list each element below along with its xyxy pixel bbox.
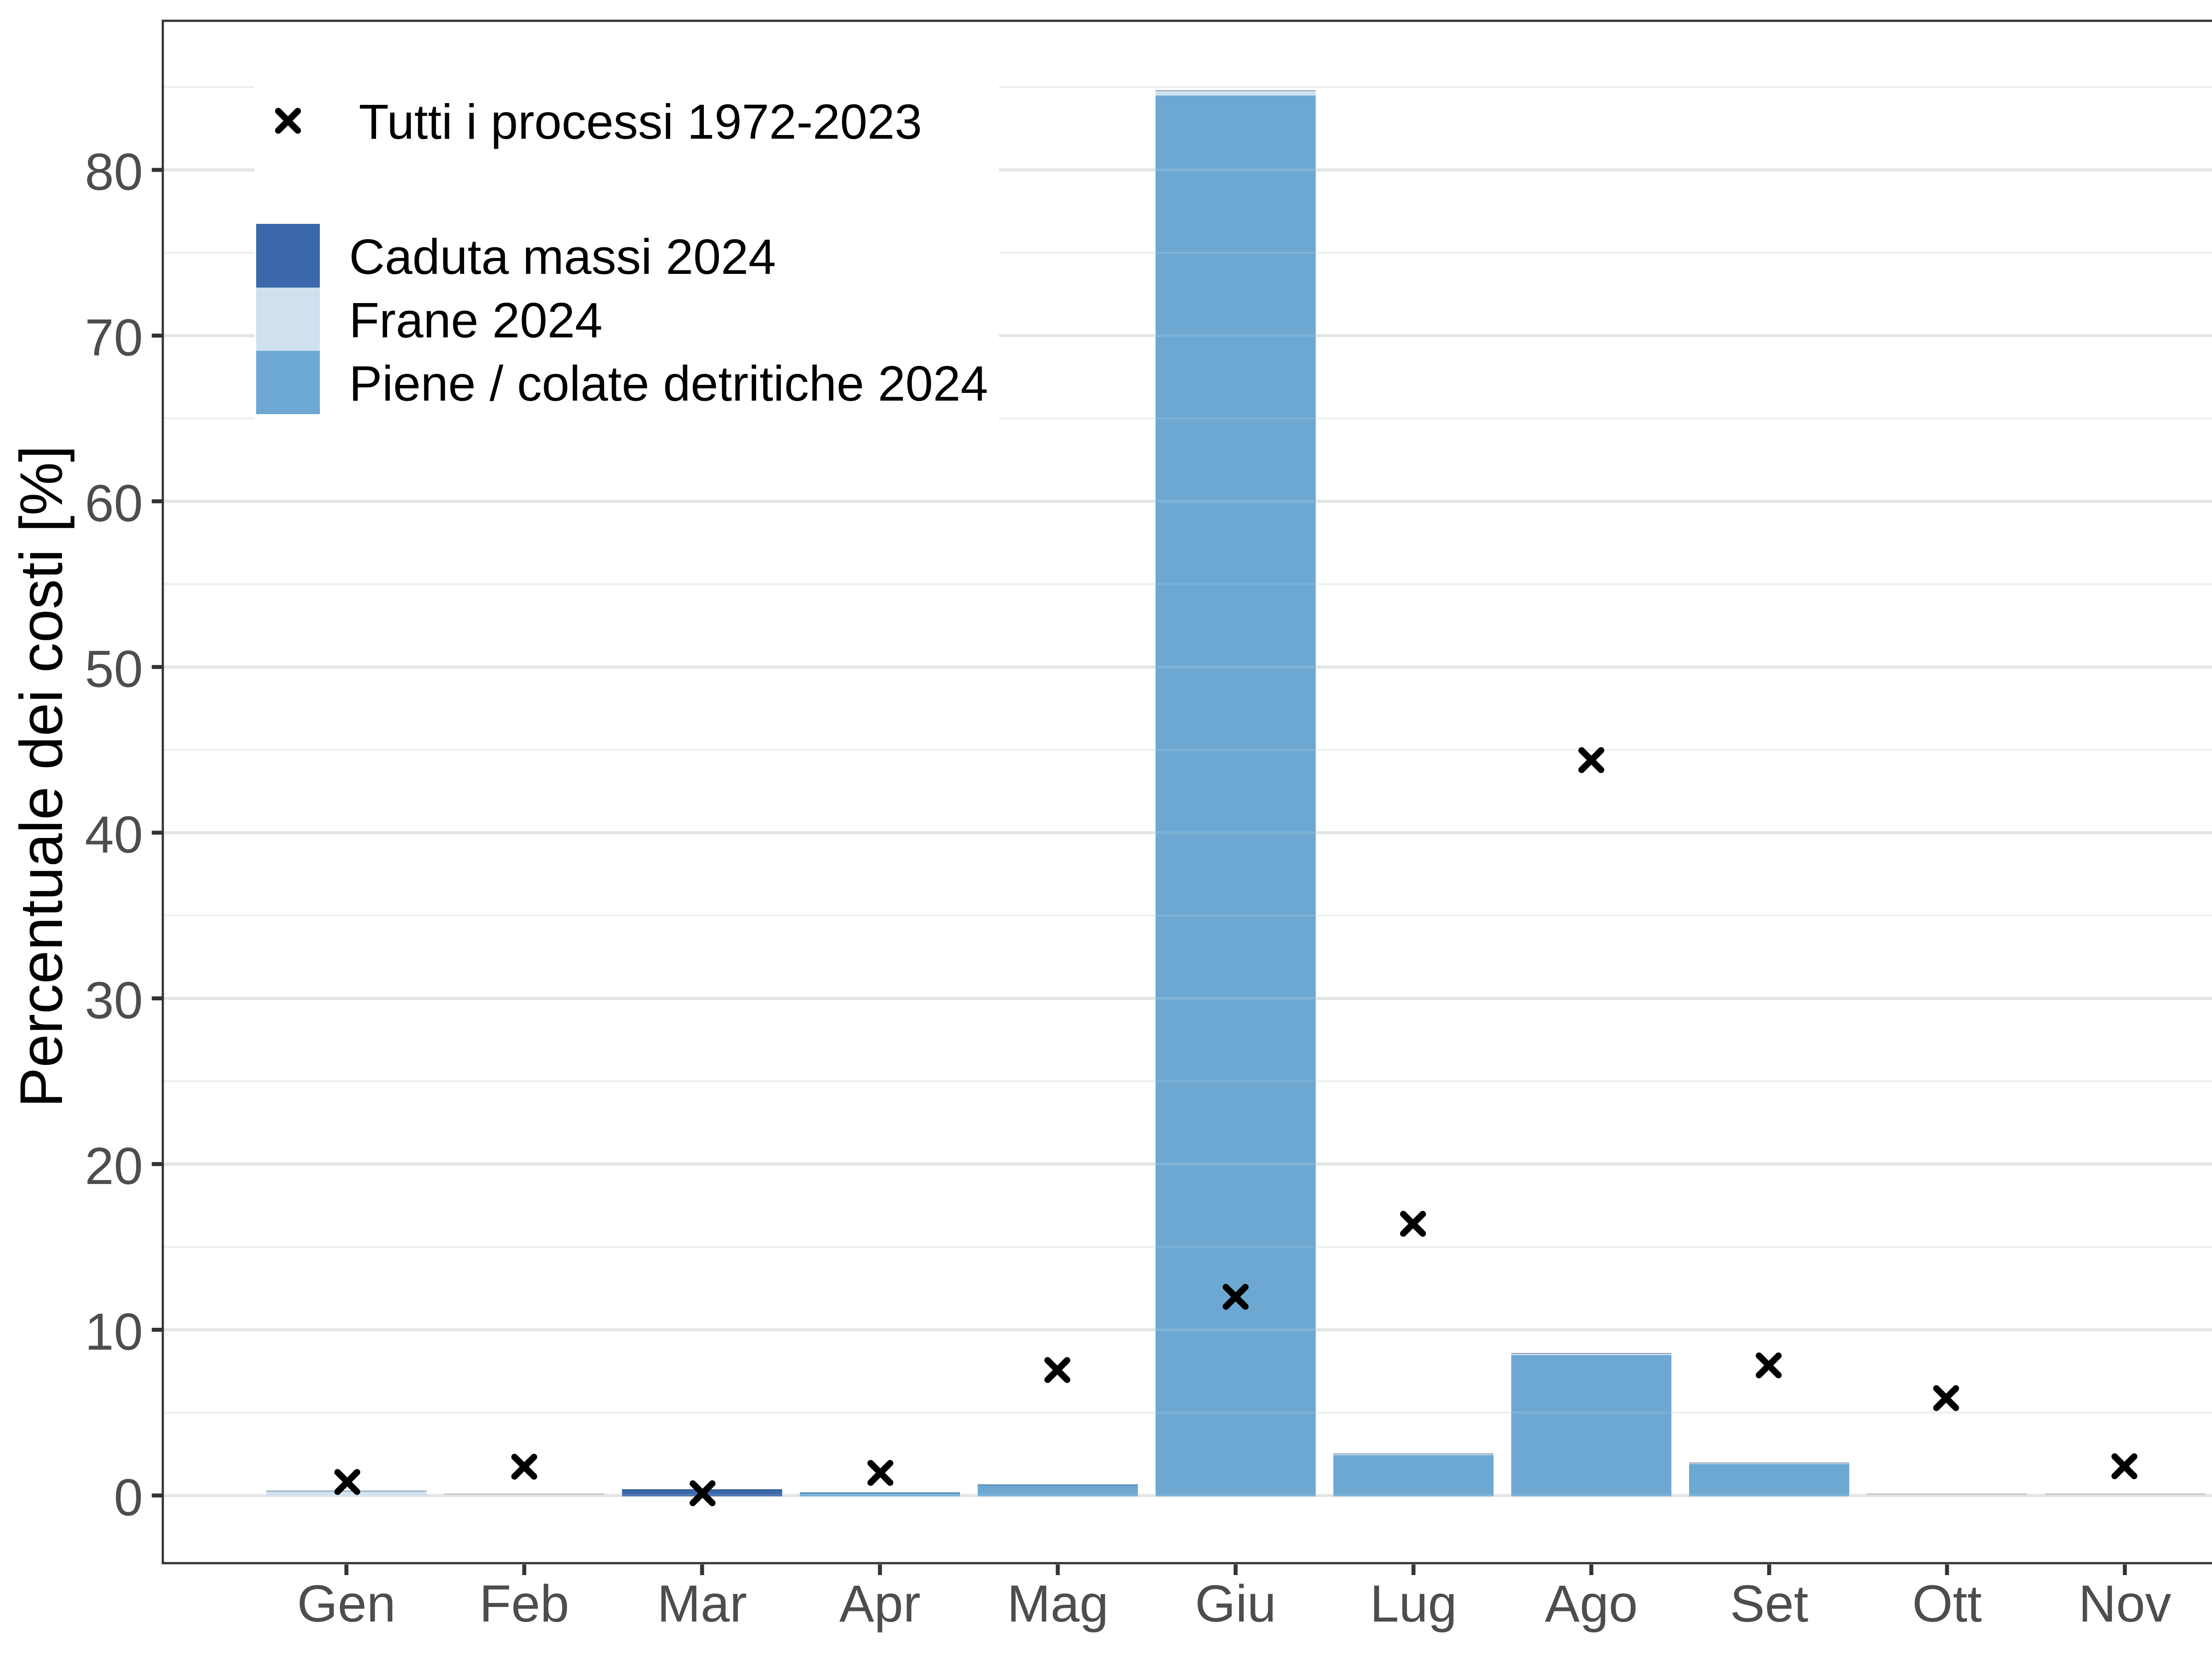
svg-text:Mag: Mag [1007,1575,1109,1633]
svg-text:40: 40 [85,806,143,864]
svg-text:80: 80 [85,143,143,201]
svg-text:Gen: Gen [297,1575,396,1633]
svg-text:Percentuale dei costi [%]: Percentuale dei costi [%] [8,446,75,1108]
svg-text:20: 20 [85,1137,143,1195]
svg-text:60: 60 [85,474,143,533]
svg-text:30: 30 [85,972,143,1030]
svg-text:Ago: Ago [1545,1575,1638,1633]
svg-text:Giu: Giu [1195,1575,1276,1633]
svg-text:0: 0 [114,1468,143,1527]
svg-text:Ott: Ott [1912,1575,1982,1633]
svg-text:Tutti i processi 1972-2023: Tutti i processi 1972-2023 [359,95,922,150]
svg-text:Apr: Apr [839,1575,921,1633]
svg-text:Mar: Mar [657,1575,747,1633]
svg-text:Lug: Lug [1370,1575,1457,1633]
svg-text:50: 50 [85,640,143,699]
svg-text:Set: Set [1730,1575,1808,1633]
svg-text:Frane 2024: Frane 2024 [349,293,603,348]
svg-text:70: 70 [85,309,143,367]
svg-text:Piene / colate detritiche 2024: Piene / colate detritiche 2024 [349,356,988,411]
svg-text:Nov: Nov [2078,1575,2171,1633]
svg-text:Caduta massi 2024: Caduta massi 2024 [349,229,776,284]
svg-text:10: 10 [85,1303,143,1361]
svg-text:Feb: Feb [479,1575,569,1633]
